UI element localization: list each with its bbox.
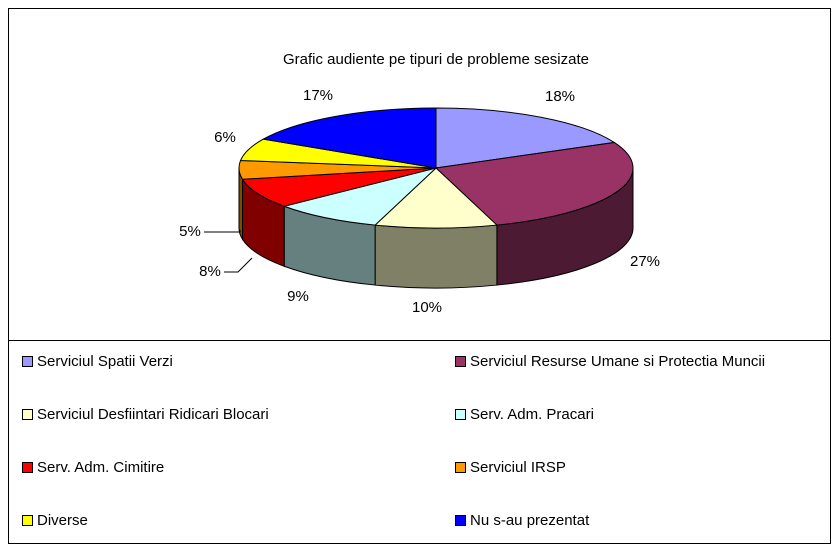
data-label: 10% (412, 299, 442, 316)
legend-swatch (455, 409, 466, 420)
legend-label: Serv. Adm. Cimitire (37, 459, 164, 476)
data-label: 18% (545, 88, 575, 105)
pie-slice (241, 167, 437, 207)
legend-swatch (455, 462, 466, 473)
legend-label: Diverse (37, 512, 88, 529)
legend-swatch (22, 356, 33, 367)
legend-label: Serviciul Resurse Umane si Protectia Mun… (470, 353, 765, 370)
pie-slice (261, 107, 437, 169)
pie-slice (434, 141, 634, 226)
legend-label: Serviciul IRSP (470, 459, 566, 476)
legend-label: Serviciul Spatii Verzi (37, 353, 173, 370)
legend-label: Nu s-au prezentat (470, 512, 590, 529)
leader-line (224, 257, 253, 273)
data-label: 5% (179, 223, 201, 240)
legend-swatch (22, 515, 33, 526)
data-label: 27% (630, 253, 660, 270)
legend-swatch (455, 515, 466, 526)
data-label: 9% (287, 288, 309, 305)
pie-side (374, 224, 498, 289)
pie-slice (435, 107, 616, 169)
legend-swatch (455, 356, 466, 367)
pie-slice (373, 167, 499, 229)
legend-swatch (22, 462, 33, 473)
data-label: 17% (303, 87, 333, 104)
data-label: 8% (199, 263, 221, 280)
data-label: 6% (214, 129, 236, 146)
leader-line (204, 230, 241, 233)
legend-swatch (22, 409, 33, 420)
pie-slice (282, 167, 438, 226)
legend-label: Serv. Adm. Pracari (470, 406, 594, 423)
chart-title: Grafic audiente pe tipuri de probleme se… (283, 51, 589, 68)
legend-label: Serviciul Desfiintari Ridicari Blocari (37, 406, 269, 423)
